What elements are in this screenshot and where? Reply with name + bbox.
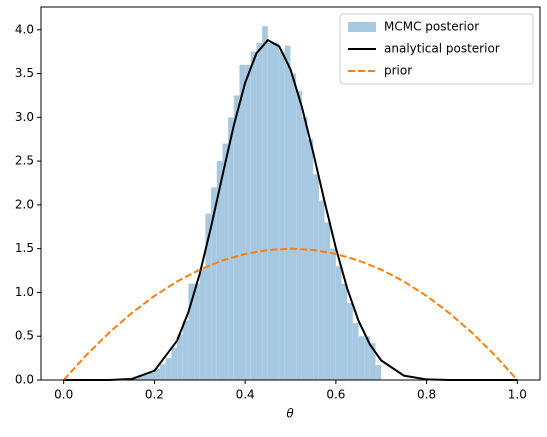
histogram-bar [165, 358, 172, 380]
x-axis-label: θ [286, 407, 294, 421]
histogram-bar [182, 320, 189, 380]
histogram-bar [341, 283, 348, 380]
histogram-bar [318, 200, 325, 380]
histogram-bar [171, 347, 178, 380]
histogram-bar [131, 378, 138, 380]
line [63, 38, 518, 381]
y-tick-label: 2.5 [15, 154, 34, 168]
histogram-bar [245, 64, 251, 381]
histogram-bar [262, 26, 268, 381]
x-tick-label: 0.2 [145, 388, 164, 402]
histogram-bar [273, 42, 280, 381]
x-tick-label: 0.4 [236, 388, 255, 402]
legend-label: MCMC posterior [384, 20, 479, 34]
histogram-bar [239, 64, 246, 381]
histogram-bar [154, 368, 161, 380]
histogram-bar [267, 42, 274, 381]
y-tick-label: 3.5 [15, 66, 34, 80]
histogram-bar [313, 174, 319, 380]
histogram-bar [307, 139, 314, 380]
x-tick-label: 0.0 [54, 388, 73, 402]
histogram-bar [369, 343, 376, 380]
line [62, 247, 519, 381]
x-tick-label: 0.8 [417, 388, 436, 402]
histogram-bar [216, 161, 223, 380]
histogram-bar [330, 248, 336, 380]
histogram-bar [296, 91, 302, 380]
legend-box [339, 13, 534, 85]
x-tick-label: 0.6 [326, 388, 345, 402]
histogram-bar [364, 336, 370, 380]
plot-frame [40, 6, 541, 381]
histogram-bar [250, 51, 257, 380]
histogram-bar [279, 51, 285, 380]
histogram-bar [284, 45, 291, 381]
histogram-bar [228, 117, 234, 380]
histogram-bar [205, 213, 212, 380]
y-tick-label: 3.0 [15, 110, 34, 124]
histogram-bar [222, 143, 229, 380]
histogram-bar [160, 364, 166, 380]
histogram-bar [194, 283, 200, 380]
histogram-bar [199, 268, 206, 380]
histogram-bar [290, 73, 297, 380]
histogram-bar [143, 374, 149, 380]
y-tick-label: 4.0 [15, 22, 34, 36]
histogram-bar [358, 336, 365, 380]
y-tick-label: 1.5 [15, 241, 34, 255]
y-tick-label: 2.0 [15, 197, 34, 211]
x-tick-label: 1.0 [508, 388, 527, 402]
y-tick-label: 0.0 [15, 373, 34, 387]
legend-label: analytical posterior [384, 42, 500, 56]
histogram-bar [375, 365, 382, 380]
histogram-bar [188, 283, 195, 380]
legend-label: prior [384, 64, 412, 78]
legend-swatch [348, 22, 376, 32]
histogram-bar [324, 222, 331, 380]
histogram-bar [352, 323, 359, 380]
histogram-bar [335, 266, 342, 380]
y-tick-label: 1.0 [15, 285, 34, 299]
histogram-bar [347, 302, 353, 380]
histogram-bar [211, 187, 217, 380]
histogram-bar [256, 42, 263, 381]
histogram-bar [177, 334, 183, 380]
histogram-bar [148, 372, 155, 380]
y-tick-label: 0.5 [15, 329, 34, 343]
histogram-bar [137, 376, 144, 380]
histogram-bar [233, 95, 240, 381]
